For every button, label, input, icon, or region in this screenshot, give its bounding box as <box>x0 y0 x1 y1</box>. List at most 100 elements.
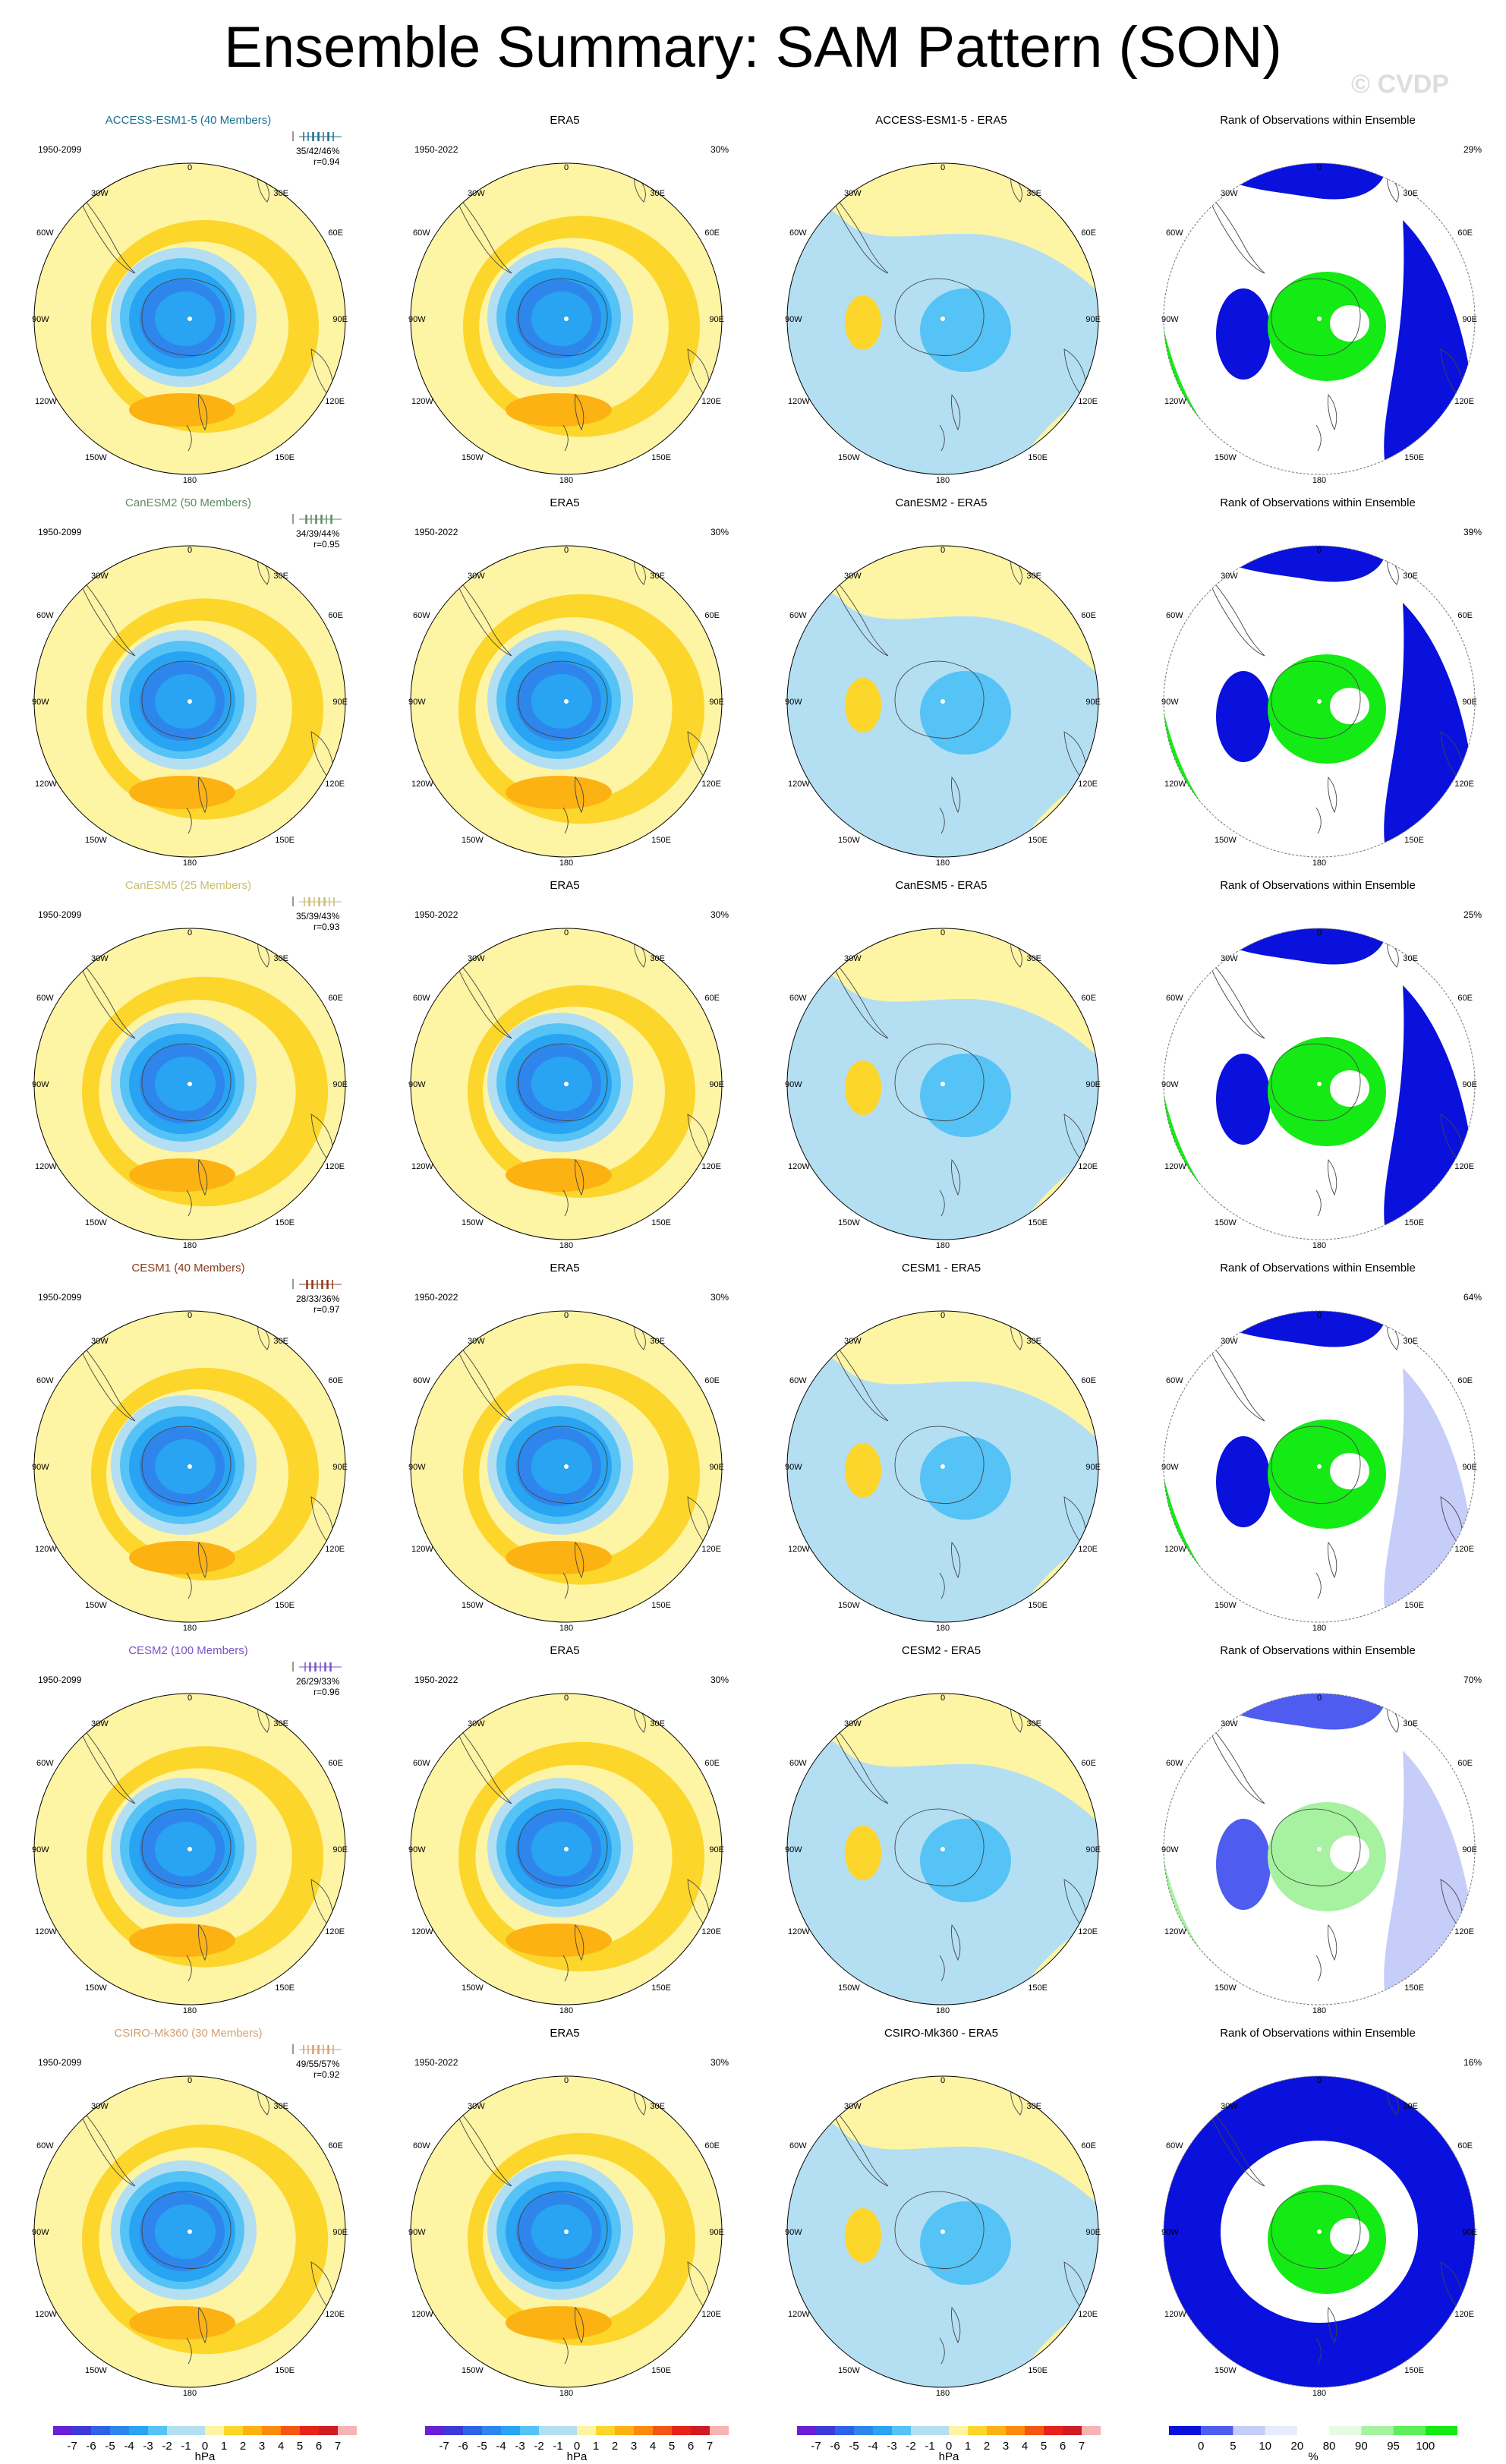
south-america-coastline <box>75 1719 136 1804</box>
lon-label-0: 0 <box>564 546 569 555</box>
panel-title: CanESM2 - ERA5 <box>895 496 988 509</box>
south-pole-marker <box>564 1464 569 1469</box>
lon-label-60e: 60E <box>704 228 720 238</box>
lon-label-60w: 60W <box>413 228 430 238</box>
lon-label-120e: 120E <box>325 2310 345 2319</box>
panel-title: CSIRO-Mk360 (30 Members) <box>114 2027 263 2040</box>
lon-label-150e: 150E <box>275 1983 295 1993</box>
lon-label-30e: 30E <box>1403 1719 1418 1728</box>
lon-label-120w: 120W <box>788 1927 810 1936</box>
colorbar-swatch <box>186 2426 205 2435</box>
colorbar-swatch <box>300 2426 319 2435</box>
colorbar-swatch <box>1425 2426 1457 2435</box>
polar-map-diff: 0 180 90W 90E 30W 60W 30E 60E 120W 150W 120E 150E <box>785 1693 1101 2015</box>
lon-label-60w: 60W <box>789 2141 807 2150</box>
lon-label-30w: 30W <box>844 189 862 198</box>
lon-label-150e: 150E <box>1404 1983 1424 1993</box>
colorbar-swatch <box>1082 2426 1101 2435</box>
panel-rank: Rank of Observations within Ensemble 16% 0… <box>1130 2027 1506 2409</box>
lon-label-0: 0 <box>1317 1694 1322 1703</box>
antarctica-coastline <box>1271 1808 1361 1887</box>
lon-label-120e: 120E <box>325 1927 345 1936</box>
colorbar-tick-label: 90 <box>1354 2440 1368 2453</box>
lon-label-180: 180 <box>183 1241 197 1250</box>
colorbar-tick-label: -1 <box>553 2440 563 2453</box>
new-zealand-coastline <box>186 1158 208 1217</box>
colorbar-swatch <box>205 2426 224 2435</box>
colorbar-swatch <box>129 2426 148 2435</box>
colorbar-tick-label: -2 <box>906 2440 916 2453</box>
colorbar-swatch <box>968 2426 987 2435</box>
colorbar-swatch <box>72 2426 91 2435</box>
variance-percent: 30% <box>710 909 729 920</box>
panel-title: CESM1 - ERA5 <box>901 1262 981 1275</box>
lon-label-120e: 120E <box>1078 1162 1098 1171</box>
colorbar-rank: 0 5 10 20 80 90 95 100% <box>1169 2426 1457 2463</box>
lon-label-30e: 30E <box>1403 2102 1418 2111</box>
lon-label-120e: 120E <box>701 397 721 406</box>
polar-map-model: 0 180 90W 90E 30W 60W 30E 60E 120W 150W 120E 150E <box>32 2075 348 2398</box>
lon-label-60e: 60E <box>328 228 343 238</box>
lon-label-150w: 150W <box>85 1218 107 1227</box>
colorbar-swatches <box>425 2426 729 2435</box>
panel-title: Rank of Observations within Ensemble <box>1220 1644 1416 1657</box>
lon-label-0: 0 <box>940 1694 945 1703</box>
lon-label-60w: 60W <box>36 1759 54 1768</box>
lon-label-60e: 60E <box>1457 1376 1473 1385</box>
colorbar-swatch <box>1265 2426 1297 2435</box>
stats-correlation: r=0.96 <box>313 1687 340 1697</box>
lon-label-150w: 150W <box>462 1601 484 1610</box>
period-label: 1950-2022 <box>414 1292 458 1303</box>
lon-label-150w: 150W <box>1215 2366 1237 2375</box>
antarctica-coastline <box>518 2191 608 2270</box>
polar-map-obs: 0 180 90W 90E 30W 60W 30E 60E 120W 150W 120E 150E <box>408 928 724 1250</box>
new-zealand-coastline <box>562 776 584 834</box>
south-america-coastline <box>75 189 136 274</box>
colorbar-tick-label: -5 <box>477 2440 487 2453</box>
lon-label-90w: 90W <box>785 2228 802 2237</box>
colorbar-tick-label: -2 <box>534 2440 544 2453</box>
lon-label-120w: 120W <box>411 2310 433 2319</box>
lon-label-180: 180 <box>936 2006 950 2015</box>
lon-label-120w: 120W <box>411 1162 433 1171</box>
colorbar-swatch <box>1329 2426 1362 2435</box>
lon-label-120w: 120W <box>1164 397 1186 406</box>
antarctica-coastline <box>894 2191 985 2270</box>
colorbar-swatch <box>949 2426 968 2435</box>
lon-label-60w: 60W <box>413 611 430 620</box>
south-america-coastline <box>452 954 512 1039</box>
lon-label-0: 0 <box>564 2076 569 2085</box>
panel-title: Rank of Observations within Ensemble <box>1220 1262 1416 1275</box>
lon-label-120w: 120W <box>1164 1162 1186 1171</box>
lon-label-120w: 120W <box>1164 1545 1186 1554</box>
south-america-coastline <box>75 2102 136 2187</box>
stats-percent: 28/33/36% <box>296 1293 340 1304</box>
lon-label-90w: 90W <box>1161 315 1179 324</box>
stats-correlation: r=0.97 <box>313 1304 340 1315</box>
colorbar-tick-label: 3 <box>630 2440 638 2453</box>
lon-label-150e: 150E <box>651 453 671 462</box>
south-pole-marker <box>187 699 192 704</box>
lon-label-90w: 90W <box>32 1080 49 1089</box>
new-zealand-coastline <box>562 1541 584 1599</box>
rank-percent: 64% <box>1463 1292 1482 1303</box>
panel-rank: Rank of Observations within Ensemble 70% 0… <box>1130 1644 1506 2027</box>
polar-map-rank: 0 180 90W 90E 30W 60W 30E 60E 120W 150W 120E 150E <box>1161 162 1477 485</box>
lon-label-30e: 30E <box>1026 1337 1041 1346</box>
lon-label-90w: 90W <box>32 2228 49 2237</box>
lon-label-60w: 60W <box>413 2141 430 2150</box>
lon-label-120w: 120W <box>1164 780 1186 789</box>
lon-label-180: 180 <box>559 2006 573 2015</box>
lon-label-30w: 30W <box>468 1337 485 1346</box>
new-zealand-coastline <box>1315 1924 1337 1982</box>
antarctica-coastline <box>894 1043 985 1122</box>
lon-label-0: 0 <box>940 928 945 937</box>
panel-obs: ERA5 1950-2022 30% 0 180 90W 90E 30W 60W 30E 60E 12… <box>376 1262 753 1644</box>
south-pole-marker <box>940 2229 945 2234</box>
lon-label-120e: 120E <box>1454 397 1474 406</box>
lon-label-150w: 150W <box>85 2366 107 2375</box>
colorbar-tick-label: -7 <box>439 2440 449 2453</box>
lon-label-90w: 90W <box>32 1845 49 1854</box>
south-pole-marker <box>1317 1847 1322 1851</box>
lon-label-120w: 120W <box>411 1927 433 1936</box>
